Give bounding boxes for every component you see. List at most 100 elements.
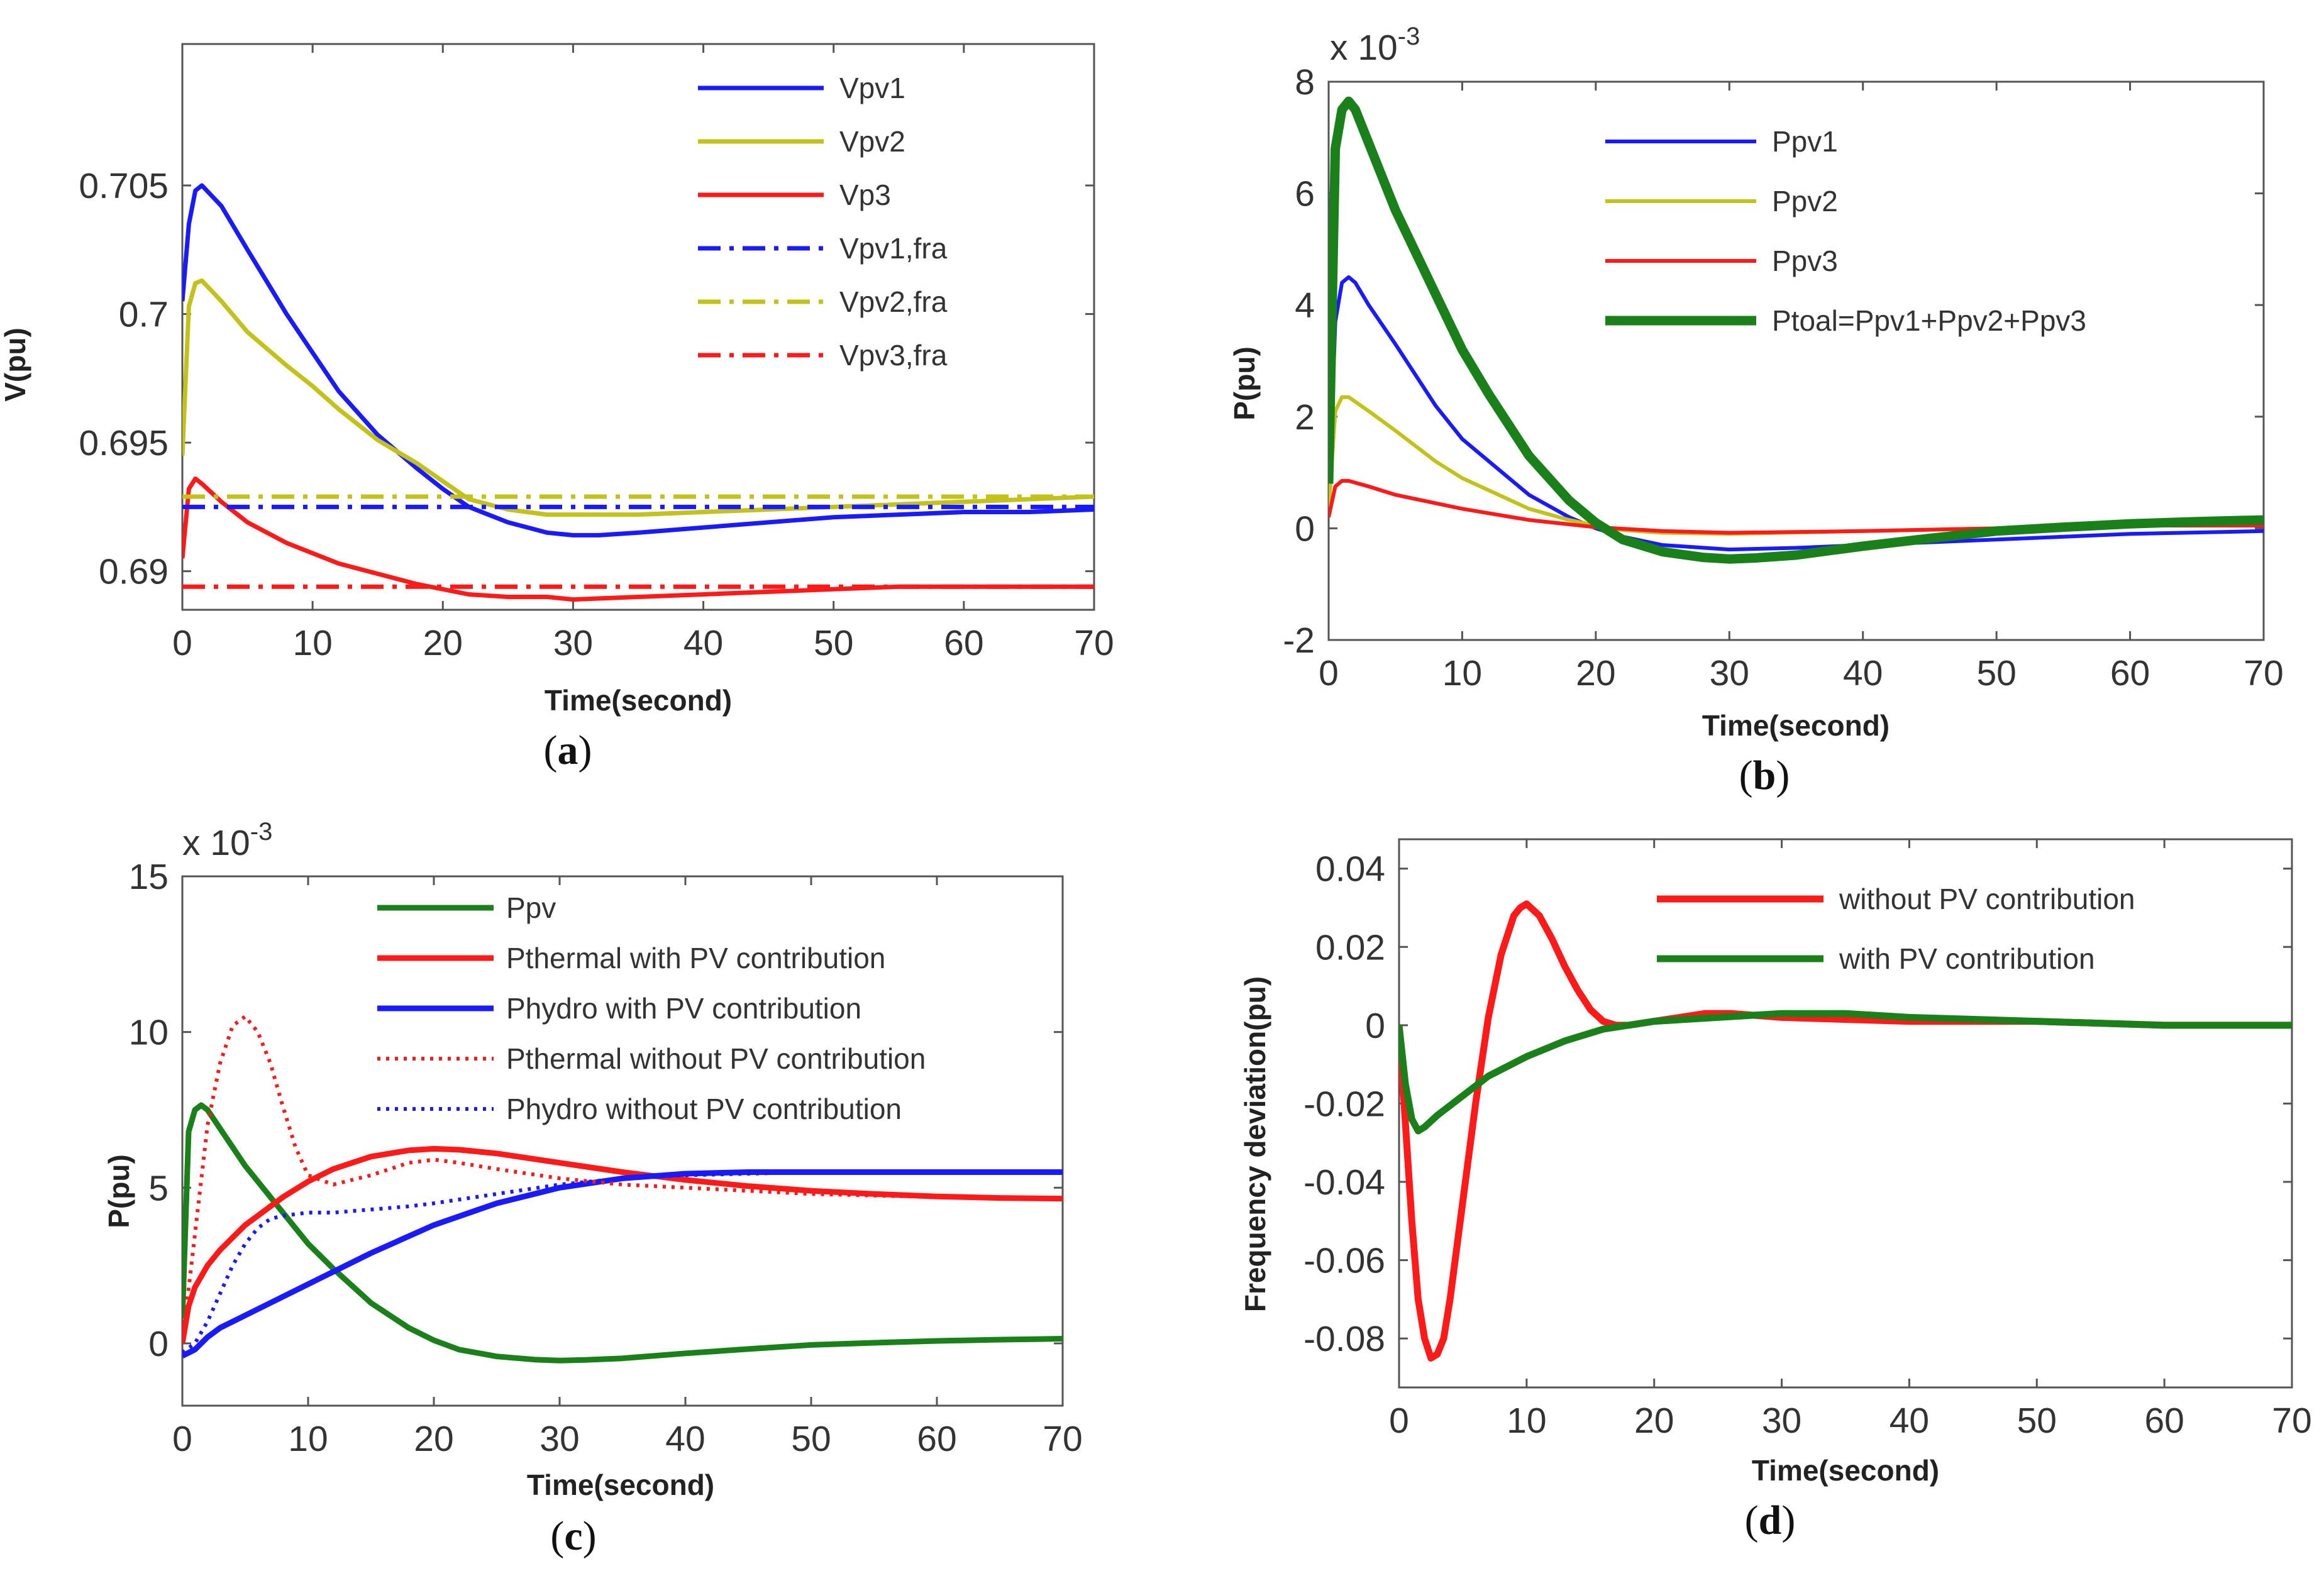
panel-b-caption: (b) (1739, 752, 1790, 798)
x-tick-label: 70 (1043, 1419, 1082, 1459)
series-line (1399, 900, 2292, 1362)
panel-b: x 10-3 P(pu) 0 10 20 30 40 50 60 70-202468Ppv1P… (1228, 23, 2284, 798)
y-tick-label: 0 (148, 1324, 169, 1364)
panel-d-xlabel: Time(second) (1752, 1454, 1939, 1487)
x-tick-label: 70 (1074, 623, 1114, 663)
panel-a: V(pu) 0 10 20 30 40 50 60 70 0.69 0.695 0.7 0.705 Vp… (0, 43, 1114, 773)
series-group (182, 1014, 1063, 1364)
y-tick-label: 10 (129, 1013, 169, 1053)
panel-b-exponent-power: -3 (1398, 23, 1420, 50)
x-tick-label: 60 (2144, 1401, 2184, 1441)
y-tick-label: 0.7 (119, 295, 169, 335)
panel-a-caption: (a) (544, 727, 592, 773)
panel-a-xlabel: Time(second) (545, 684, 732, 717)
legend-label: Pthermal without PV contribution (506, 1042, 926, 1075)
x-tick-label: 10 (288, 1419, 328, 1459)
legend-label: Ppv3 (1772, 245, 1838, 277)
legend-label: with PV contribution (1839, 942, 2095, 975)
x-tick-label: 50 (2017, 1401, 2057, 1441)
x-tick-label: 30 (1762, 1401, 1801, 1441)
panel-c-xlabel: Time(second) (527, 1469, 714, 1501)
panel-d: Frequency deviation(pu) 0 10 20 30 40 50 60 70 -… (1239, 838, 2312, 1543)
x-tick-label: 0 (1319, 653, 1339, 693)
y-tick-label: 0.705 (79, 166, 169, 206)
series-line (182, 1145, 1063, 1344)
x-tick-label: 20 (423, 623, 463, 663)
legend-label: Phydro with PV contribution (506, 992, 861, 1025)
panel-d-plot: 0 10 20 30 40 50 60 70 -0.08 -0.06 -0.04 -0.02 0 0.02… (1303, 838, 2312, 1441)
legend-label: Ppv (506, 891, 556, 924)
panel-c: x 10-3 P(pu) 0 10 20 30 40 50 60 70 0 5 10 15 Ppv Pth… (102, 818, 1083, 1559)
y-tick-label: 0 (1365, 1006, 1385, 1046)
legend-label: Vpv2 (839, 125, 905, 158)
legend-label: Vpv1,fra (839, 232, 948, 265)
x-tick-label: 30 (1710, 653, 1749, 693)
series-group (1399, 900, 2292, 1362)
y-tick-label: 0.695 (79, 423, 169, 463)
x-tick-label: 20 (1634, 1401, 1674, 1441)
legend-label: Ppv1 (1772, 125, 1838, 158)
panel-c-ylabel: P(pu) (102, 1154, 135, 1228)
panel-b-plot: 0 10 20 30 40 50 60 70-202468Ppv1Ppv2Ppv3Ptoal=… (1283, 62, 2283, 693)
y-tick-label: 6 (1295, 174, 1315, 214)
x-tick-label: 40 (1843, 653, 1883, 693)
series-line (1399, 1010, 2292, 1135)
x-tick-label: 20 (414, 1419, 453, 1459)
panel-c-exponent-power: -3 (250, 818, 273, 846)
x-tick-label: 10 (1442, 653, 1482, 693)
x-tick-label: 40 (665, 1419, 705, 1459)
legend-label: Vpv3,fra (839, 339, 948, 372)
x-tick-label: 40 (1890, 1401, 1929, 1441)
x-tick-label: 30 (553, 623, 593, 663)
legend-label: Vpv2,fra (839, 285, 948, 318)
plot-frame (1398, 838, 2293, 1389)
panel-d-ylabel: Frequency deviation(pu) (1239, 976, 1271, 1312)
y-tick-label: 0 (1295, 509, 1315, 549)
legend-label: Ptoal=Ppv1+Ppv2+Ppv3 (1772, 304, 2086, 337)
x-tick-label: 60 (2110, 653, 2150, 693)
panel-d-caption: (d) (1745, 1497, 1796, 1543)
series-group (182, 183, 1094, 602)
panel-b-ylabel: P(pu) (1228, 346, 1261, 421)
legend-label: Vpv1 (839, 72, 905, 104)
x-tick-label: 50 (814, 623, 853, 663)
x-tick-label: 40 (683, 623, 723, 663)
x-tick-label: 60 (944, 623, 983, 663)
y-tick-label: 2 (1295, 397, 1315, 438)
panel-c-caption: (c) (550, 1513, 596, 1559)
y-tick-label: 0.04 (1315, 849, 1385, 890)
series-line (182, 1170, 1063, 1355)
legend-label: Vp3 (839, 179, 891, 211)
x-tick-label: 0 (172, 623, 192, 663)
y-tick-label: -2 (1283, 620, 1315, 661)
legend-label: Ppv2 (1772, 185, 1838, 218)
y-tick-label: 15 (129, 857, 169, 897)
series-line (1329, 478, 2264, 535)
y-tick-label: 5 (148, 1168, 169, 1208)
x-tick-label: 50 (791, 1419, 831, 1459)
plot-frame (181, 875, 1064, 1407)
x-tick-label: 60 (917, 1419, 956, 1459)
y-tick-label: -0.02 (1303, 1084, 1385, 1124)
y-tick-label: -0.06 (1303, 1241, 1385, 1281)
panel-b-xlabel: Time(second) (1702, 709, 1890, 742)
series-group (1329, 96, 2264, 564)
x-tick-label: 30 (540, 1419, 579, 1459)
x-tick-label: 50 (1976, 653, 2016, 693)
x-tick-label: 10 (292, 623, 332, 663)
plot-frame (181, 43, 1095, 611)
y-tick-label: -0.04 (1303, 1162, 1385, 1203)
x-tick-label: 0 (172, 1419, 192, 1459)
y-tick-label: 0.02 (1315, 927, 1385, 967)
legend-label: without PV contribution (1839, 883, 2135, 915)
panel-c-exponent: x 10-3 (182, 818, 272, 863)
x-tick-label: 70 (2272, 1401, 2311, 1441)
x-tick-label: 0 (1389, 1401, 1409, 1441)
series-line (1329, 96, 2264, 564)
panel-a-ylabel: V(pu) (0, 328, 31, 402)
y-tick-label: -0.08 (1303, 1319, 1385, 1359)
panel-c-plot: 0 10 20 30 40 50 60 70 0 5 10 15 Ppv Pthermal with PV… (129, 857, 1083, 1459)
legend-label: Pthermal with PV contribution (506, 942, 885, 974)
x-tick-label: 10 (1507, 1401, 1546, 1441)
